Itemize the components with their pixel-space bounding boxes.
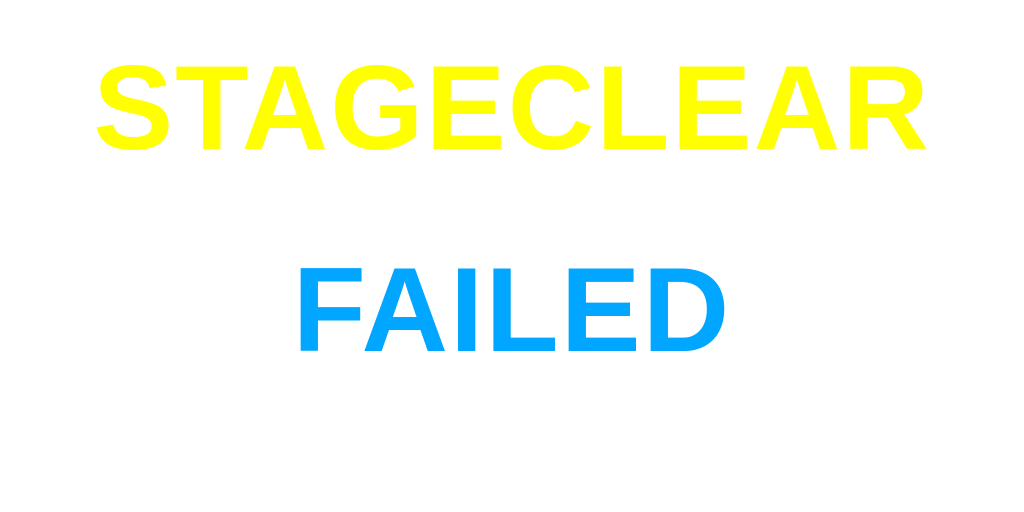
failed-status-text: FAILED: [292, 243, 732, 377]
stage-clear-title: STAGECLEAR: [93, 41, 931, 175]
